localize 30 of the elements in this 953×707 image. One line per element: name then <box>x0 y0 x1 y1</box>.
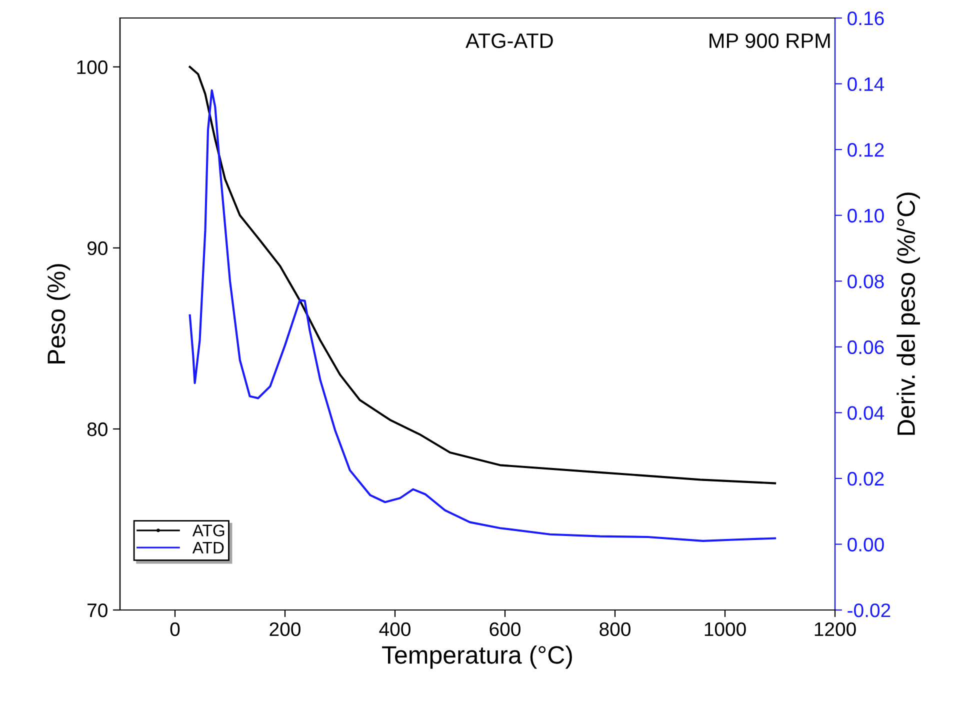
y2-tick-label: 0.04 <box>848 406 884 420</box>
annotation: MP 900 RPM <box>710 33 830 48</box>
x-tick-label: 1200 <box>814 622 856 636</box>
y-tick-label: 90 <box>87 241 108 256</box>
y2-tick-label: 0.08 <box>848 274 884 288</box>
y2-tick-label: 0.12 <box>848 143 884 157</box>
y2-tick-label: -0.02 <box>848 603 890 618</box>
x-tick-label: 800 <box>600 622 630 636</box>
line-series <box>188 66 776 484</box>
x-tick-label: 400 <box>379 622 410 636</box>
y2-axis-title: Deriv. del peso (%/°C) <box>896 192 920 435</box>
line-series <box>188 89 776 542</box>
x-tick-label: 0 <box>170 622 180 636</box>
y2-tick-label: 0.00 <box>848 538 884 552</box>
y-axis-title: Peso (%) <box>46 264 70 364</box>
y-tick-label: 80 <box>87 422 108 436</box>
x-axis-title: Temperatura (°C) <box>382 645 572 669</box>
y2-tick-label: 0.02 <box>848 472 884 486</box>
y-tick-label: 100 <box>77 60 108 74</box>
y2-tick-label: 0.06 <box>848 340 884 354</box>
y-tick-label: 70 <box>88 603 108 618</box>
legend-label: ATG <box>192 524 224 536</box>
annotation: ATG-ATD <box>466 33 553 48</box>
y2-tick-label: 0.14 <box>848 77 884 92</box>
y2-tick-label: 0.10 <box>848 208 884 223</box>
legend-label: ATD <box>192 542 224 554</box>
x-tick-label: 200 <box>270 622 300 636</box>
y2-tick-label: 0.16 <box>848 11 884 26</box>
x-tick-label: 600 <box>490 622 520 636</box>
x-tick-label: 1000 <box>704 622 746 636</box>
